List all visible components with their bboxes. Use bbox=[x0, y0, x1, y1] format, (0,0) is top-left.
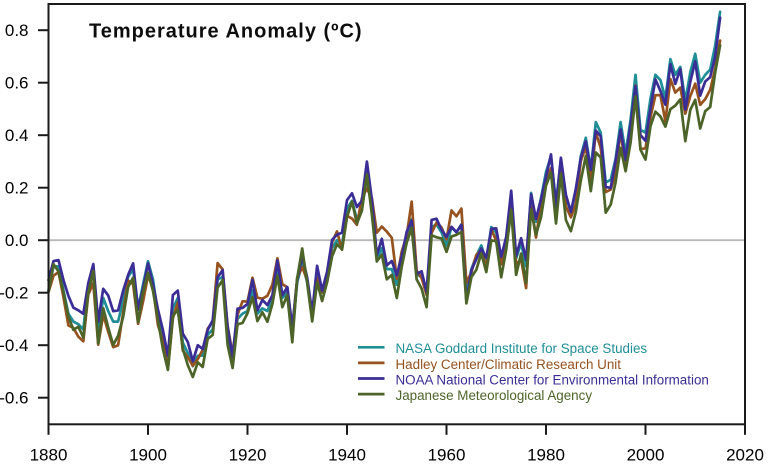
svg-text:NOAA National Center for Envir: NOAA National Center for Environmental I… bbox=[396, 372, 709, 387]
svg-text:1960: 1960 bbox=[428, 446, 466, 465]
svg-text:Temperature Anomaly (ºC): Temperature Anomaly (ºC) bbox=[89, 21, 363, 43]
svg-text:1900: 1900 bbox=[129, 446, 167, 465]
svg-text:0.2: 0.2 bbox=[5, 178, 29, 197]
svg-text:1980: 1980 bbox=[527, 446, 565, 465]
svg-text:0.6: 0.6 bbox=[5, 73, 29, 92]
svg-text:1920: 1920 bbox=[229, 446, 267, 465]
svg-text:0.0: 0.0 bbox=[5, 231, 29, 250]
svg-text:Japanese Meteorological Agency: Japanese Meteorological Agency bbox=[396, 388, 593, 403]
svg-text:-0.4: -0.4 bbox=[0, 336, 29, 355]
svg-text:2020: 2020 bbox=[726, 446, 764, 465]
svg-text:-0.2: -0.2 bbox=[0, 283, 29, 302]
svg-text:-0.6: -0.6 bbox=[0, 388, 29, 407]
svg-text:1880: 1880 bbox=[30, 446, 68, 465]
svg-text:0.8: 0.8 bbox=[5, 21, 29, 40]
svg-text:NASA Goddard Institute for Spa: NASA Goddard Institute for Space Studies bbox=[396, 341, 648, 356]
svg-text:0.4: 0.4 bbox=[5, 126, 29, 145]
svg-text:Hadley Center/Climatic Researc: Hadley Center/Climatic Research Unit bbox=[396, 357, 622, 372]
svg-text:2000: 2000 bbox=[627, 446, 665, 465]
svg-text:1940: 1940 bbox=[328, 446, 366, 465]
